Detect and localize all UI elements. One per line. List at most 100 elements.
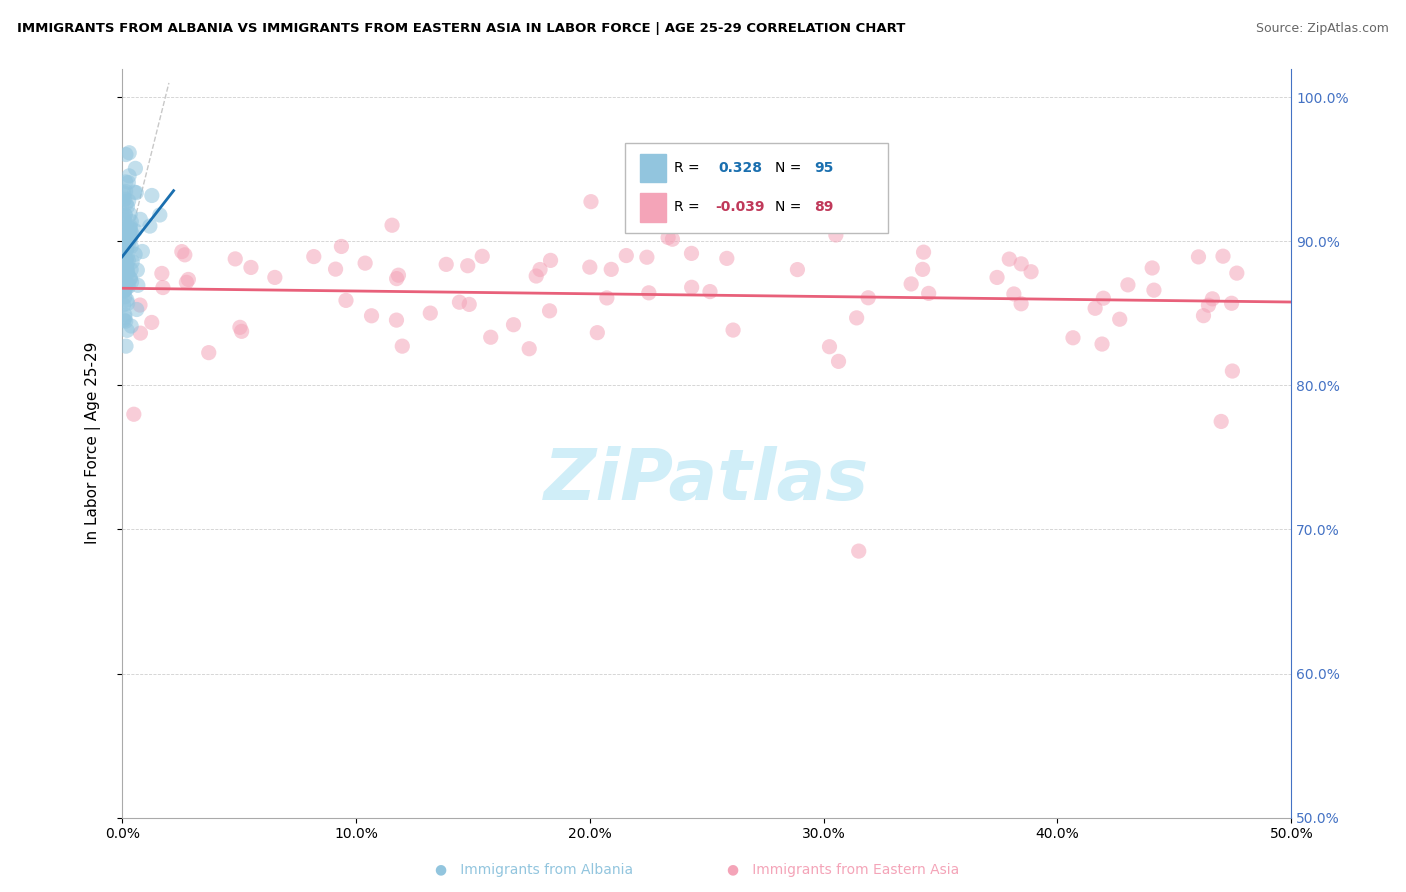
Point <box>449 295 471 310</box>
Point <box>117 221 139 235</box>
Point <box>120 239 142 253</box>
Text: R =: R = <box>673 161 704 175</box>
Text: ZiPatlas: ZiPatlas <box>544 446 869 515</box>
Text: R =: R = <box>673 201 704 214</box>
Point <box>586 326 609 340</box>
Point <box>124 185 146 199</box>
Text: ●   Immigrants from Albania: ● Immigrants from Albania <box>436 863 633 877</box>
Point <box>114 282 136 296</box>
Point <box>330 239 353 253</box>
Point <box>115 232 138 246</box>
Point <box>117 277 139 291</box>
Point <box>911 262 934 277</box>
Point <box>117 279 139 293</box>
Point <box>1010 297 1032 311</box>
Point <box>114 185 136 199</box>
Point <box>1002 287 1025 301</box>
Point <box>1220 296 1243 310</box>
Point <box>120 230 142 244</box>
Point <box>115 196 138 211</box>
Point <box>111 252 134 266</box>
Point <box>614 248 637 262</box>
Point <box>117 257 139 271</box>
Point <box>120 207 142 221</box>
Point <box>141 188 163 202</box>
Point <box>114 308 136 322</box>
Point <box>115 339 138 353</box>
Point <box>115 252 138 267</box>
Point <box>112 213 135 227</box>
Point <box>114 208 136 222</box>
Point <box>1187 250 1209 264</box>
Point <box>129 326 152 340</box>
Point <box>129 298 152 312</box>
Point <box>1108 312 1130 326</box>
Point <box>114 283 136 297</box>
Point <box>1211 414 1233 428</box>
Text: -0.039: -0.039 <box>714 201 765 214</box>
Point <box>139 219 162 233</box>
Point <box>231 324 253 338</box>
Point <box>150 267 173 281</box>
Point <box>111 266 134 280</box>
FancyBboxPatch shape <box>624 144 889 234</box>
Point <box>578 260 600 274</box>
Point <box>681 280 703 294</box>
Point <box>114 258 136 272</box>
Point <box>529 262 551 277</box>
Bar <box>640 153 666 182</box>
Point <box>177 272 200 286</box>
Point <box>170 244 193 259</box>
Point <box>122 407 145 421</box>
Point <box>141 315 163 329</box>
Text: 95: 95 <box>814 161 834 175</box>
Point <box>111 210 134 224</box>
Point <box>125 302 148 317</box>
Point <box>115 147 138 161</box>
Point <box>325 262 347 277</box>
Point <box>117 264 139 278</box>
Point <box>111 247 134 261</box>
Point <box>111 267 134 281</box>
Point <box>1140 260 1163 275</box>
Point <box>176 276 198 290</box>
Point <box>112 273 135 287</box>
Point <box>502 318 524 332</box>
Point <box>538 303 561 318</box>
Point <box>912 245 935 260</box>
Point <box>111 262 134 277</box>
Point <box>114 230 136 244</box>
Point <box>112 298 135 312</box>
Point <box>716 252 738 266</box>
Point <box>197 345 219 359</box>
Point <box>112 221 135 235</box>
Point <box>845 310 868 325</box>
Point <box>117 248 139 262</box>
Y-axis label: In Labor Force | Age 25-29: In Labor Force | Age 25-29 <box>86 342 101 544</box>
Point <box>360 309 382 323</box>
Point <box>114 235 136 249</box>
Point <box>115 323 138 337</box>
Point <box>114 314 136 328</box>
Point <box>721 323 744 337</box>
Point <box>335 293 357 308</box>
Text: Source: ZipAtlas.com: Source: ZipAtlas.com <box>1256 22 1389 36</box>
Bar <box>640 193 666 221</box>
Point <box>385 271 408 285</box>
Point <box>114 175 136 189</box>
Point <box>127 278 149 293</box>
Point <box>127 263 149 277</box>
Text: N =: N = <box>775 201 806 214</box>
Point <box>1226 266 1249 280</box>
Point <box>114 290 136 304</box>
Point <box>681 246 703 260</box>
Point <box>120 232 142 246</box>
Point <box>131 244 153 259</box>
Point <box>479 330 502 344</box>
Point <box>1091 337 1114 351</box>
Point <box>112 250 135 264</box>
Point <box>657 230 679 244</box>
Point <box>385 313 408 327</box>
Text: 0.328: 0.328 <box>718 161 762 175</box>
Point <box>118 271 141 285</box>
